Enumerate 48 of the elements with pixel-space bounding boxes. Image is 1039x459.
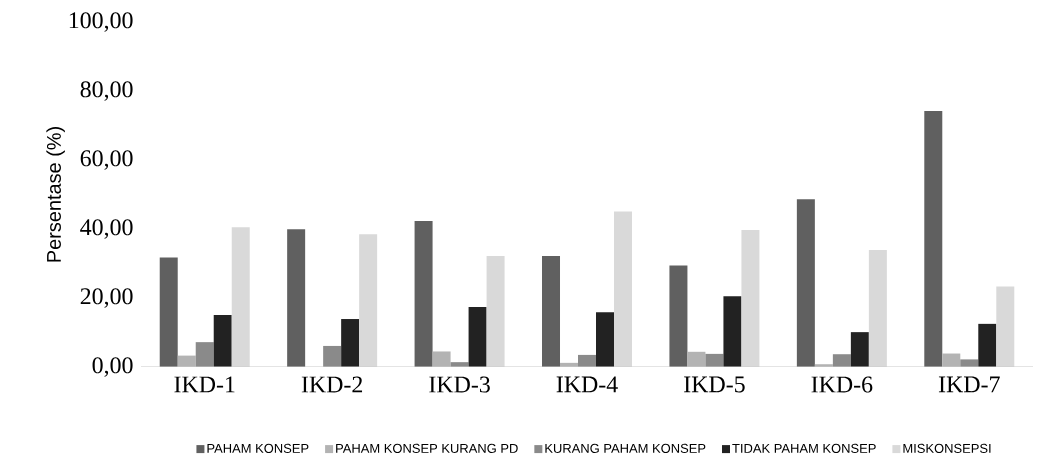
legend-label: PAHAM KONSEP KURANG PD [336, 443, 518, 453]
bar [850, 332, 869, 367]
bar [596, 312, 615, 367]
y-tick-label: 80,00 [80, 81, 133, 101]
bar [231, 227, 250, 367]
bar [414, 221, 433, 367]
bar [432, 351, 451, 367]
bar [741, 230, 760, 367]
bar [486, 255, 505, 367]
bar [213, 314, 232, 367]
x-tick-label: IKD-1 [174, 376, 235, 393]
x-tick-label: IKD-7 [938, 376, 1000, 393]
bar [723, 296, 742, 367]
bar [323, 345, 342, 367]
legend-label: KURANG PAHAM KONSEP [545, 443, 706, 453]
bar [832, 354, 851, 367]
bar [978, 323, 997, 367]
x-tick-label: IKD-6 [811, 376, 873, 393]
legend-label: PAHAM KONSEP [207, 443, 309, 453]
bar [705, 353, 724, 367]
bar [960, 359, 979, 367]
legend-label: MISKONSEPSI [903, 443, 991, 453]
bar [868, 250, 887, 367]
x-tick-label: IKD-5 [684, 376, 745, 393]
bar [287, 229, 306, 367]
y-tick-label: 100,00 [69, 12, 133, 32]
bar [359, 234, 378, 367]
bar [542, 255, 560, 367]
bar [924, 110, 943, 367]
x-tick-label: IKD-4 [556, 376, 618, 393]
legend-label: TIDAK PAHAM KONSEP [732, 443, 876, 453]
bar [687, 351, 706, 367]
bar [578, 354, 596, 367]
bar [614, 211, 633, 367]
x-tick-label: IKD-2 [301, 376, 363, 393]
y-tick-label: 40,00 [80, 219, 133, 239]
x-tick-label: IKD-3 [429, 376, 490, 393]
bar [195, 342, 214, 367]
bar [669, 265, 688, 367]
bar [159, 257, 178, 367]
bar [996, 286, 1015, 367]
y-axis-title: Persentase (%) [46, 127, 65, 262]
bar [341, 319, 360, 367]
y-tick-label: 0,00 [92, 357, 133, 377]
y-tick-label: 20,00 [80, 288, 133, 308]
bar [796, 199, 815, 367]
y-tick-label: 60,00 [80, 150, 133, 170]
bar [468, 306, 487, 367]
